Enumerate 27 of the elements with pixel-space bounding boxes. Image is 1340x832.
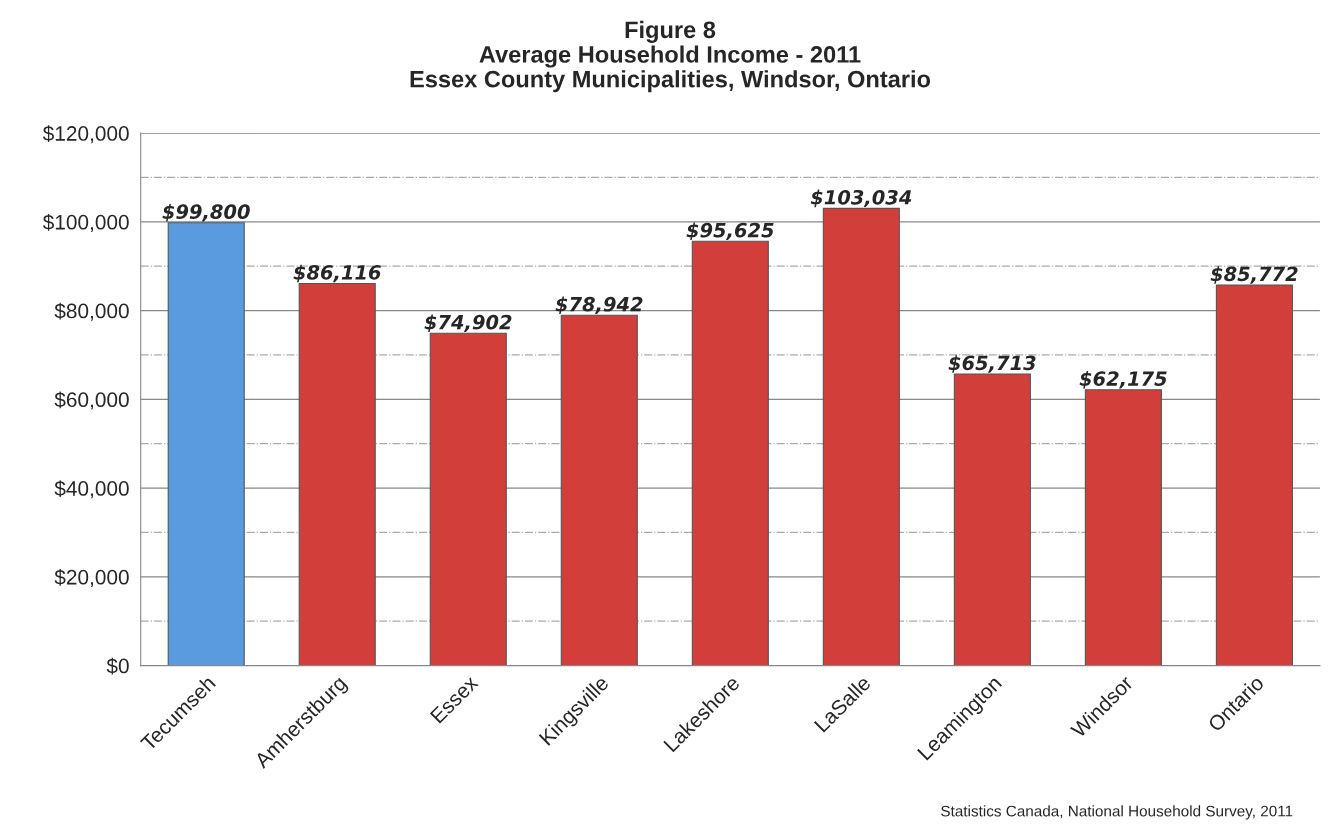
y-tick-label: $60,000	[54, 391, 129, 410]
bar	[953, 373, 1031, 666]
bar	[429, 332, 507, 666]
data-label: $95,625	[686, 222, 774, 241]
data-label: $74,902	[424, 314, 512, 333]
bar	[691, 240, 769, 666]
bar	[1215, 284, 1293, 666]
bar	[167, 222, 245, 666]
data-label: $62,175	[1079, 370, 1167, 389]
data-label: $103,034	[810, 189, 912, 208]
chart-title: Figure 8 Average Household Income - 2011 Essex County Municipalities, Windsor, Ontario	[410, 20, 931, 93]
bar	[822, 207, 900, 666]
bar	[298, 282, 376, 666]
data-label: $65,713	[948, 355, 1036, 373]
y-tick-label: $0	[106, 657, 129, 675]
text: Statistics Canada, National Household Survey, 2011	[941, 805, 1293, 820]
y-tick-label: $20,000	[54, 568, 129, 588]
bar	[1084, 389, 1162, 666]
data-label: $85,772	[1210, 266, 1298, 284]
y-tick-label: $80,000	[54, 302, 129, 321]
y-tick-label: $40,000	[54, 480, 129, 499]
bar	[560, 314, 638, 666]
data-label: $86,116	[293, 264, 381, 283]
data-label: $78,942	[555, 296, 643, 315]
y-tick-label: $120,000	[42, 125, 129, 144]
y-tick-label: $100,000	[42, 213, 129, 233]
data-label: $99,800	[162, 203, 250, 222]
